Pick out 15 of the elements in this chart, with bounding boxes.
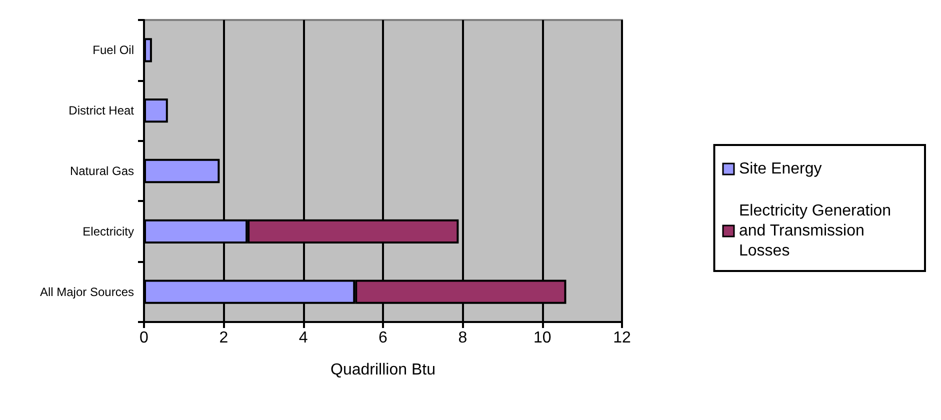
legend-label: Electricity Generation and Transmission Losses <box>739 202 896 260</box>
x-tick-label: 2 <box>219 330 228 346</box>
y-tick-label: District Heat <box>68 104 135 118</box>
legend-label: Site Energy <box>739 160 822 178</box>
x-tick-label: 4 <box>298 330 308 346</box>
x-axis-title: Quadrillion Btu <box>330 362 436 378</box>
x-tick-label: 12 <box>613 330 631 346</box>
x-tick-label: 0 <box>140 330 149 346</box>
y-tick-label: Electricity <box>82 224 134 238</box>
x-tick-label: 6 <box>378 330 388 346</box>
y-tick-label: Fuel Oil <box>92 43 134 58</box>
x-tick-label: 10 <box>533 330 552 346</box>
y-tick-label: Natural Gas <box>70 164 134 178</box>
y-tick-label: All Major Sources <box>40 284 134 299</box>
x-tick-label: 8 <box>458 330 468 346</box>
